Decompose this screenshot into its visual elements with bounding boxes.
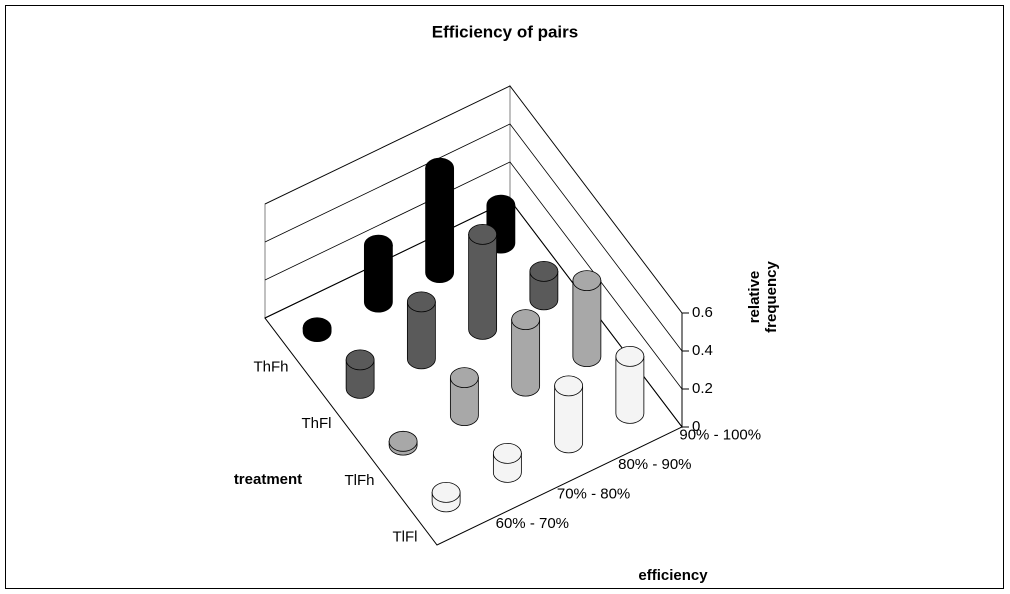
y-axis-title: relative frequency	[746, 261, 780, 333]
series-tick-label: TlFh	[345, 472, 375, 489]
x-tick-label: 90% - 100%	[679, 427, 761, 444]
x-axis-title: efficiency	[638, 567, 708, 584]
grid-line	[264, 85, 683, 314]
column-top	[406, 291, 436, 313]
series-tick-label: ThFl	[302, 415, 332, 432]
series-tick-label: TlFl	[393, 529, 418, 546]
column-top	[572, 270, 602, 292]
column-top	[388, 430, 418, 452]
column-top	[431, 481, 461, 503]
column-top	[492, 442, 522, 464]
series-axis-title: treatment	[234, 471, 302, 488]
grid-line	[264, 123, 683, 352]
y-tick-label: 0.4	[692, 342, 713, 359]
grid-line	[264, 161, 683, 390]
column-top	[468, 223, 498, 245]
column	[363, 244, 393, 313]
column	[449, 377, 479, 426]
column-top	[511, 309, 541, 331]
column	[511, 319, 541, 397]
column-top	[554, 375, 584, 397]
column	[425, 167, 455, 283]
column	[345, 359, 375, 399]
column-top	[363, 234, 393, 256]
y-tick-label: 0.6	[692, 304, 713, 321]
x-tick-label: 60% - 70%	[496, 515, 569, 532]
column-top	[529, 260, 559, 282]
column-top	[486, 194, 516, 216]
x-tick-label: 70% - 80%	[557, 486, 630, 503]
column-top	[449, 367, 479, 389]
column	[615, 355, 645, 424]
column-top	[615, 345, 645, 367]
x-tick-label: 80% - 90%	[618, 456, 691, 473]
y-tick-label: 0.2	[692, 380, 713, 397]
series-tick-label: ThFh	[253, 358, 288, 375]
column	[572, 280, 602, 367]
column	[529, 270, 559, 311]
chart-title: Efficiency of pairs	[432, 22, 578, 41]
y-tick-label: 0	[692, 418, 700, 435]
column	[554, 385, 584, 454]
column-top	[302, 317, 332, 339]
column-top	[425, 157, 455, 179]
column	[468, 233, 498, 340]
column	[406, 301, 436, 370]
column-top	[345, 349, 375, 371]
